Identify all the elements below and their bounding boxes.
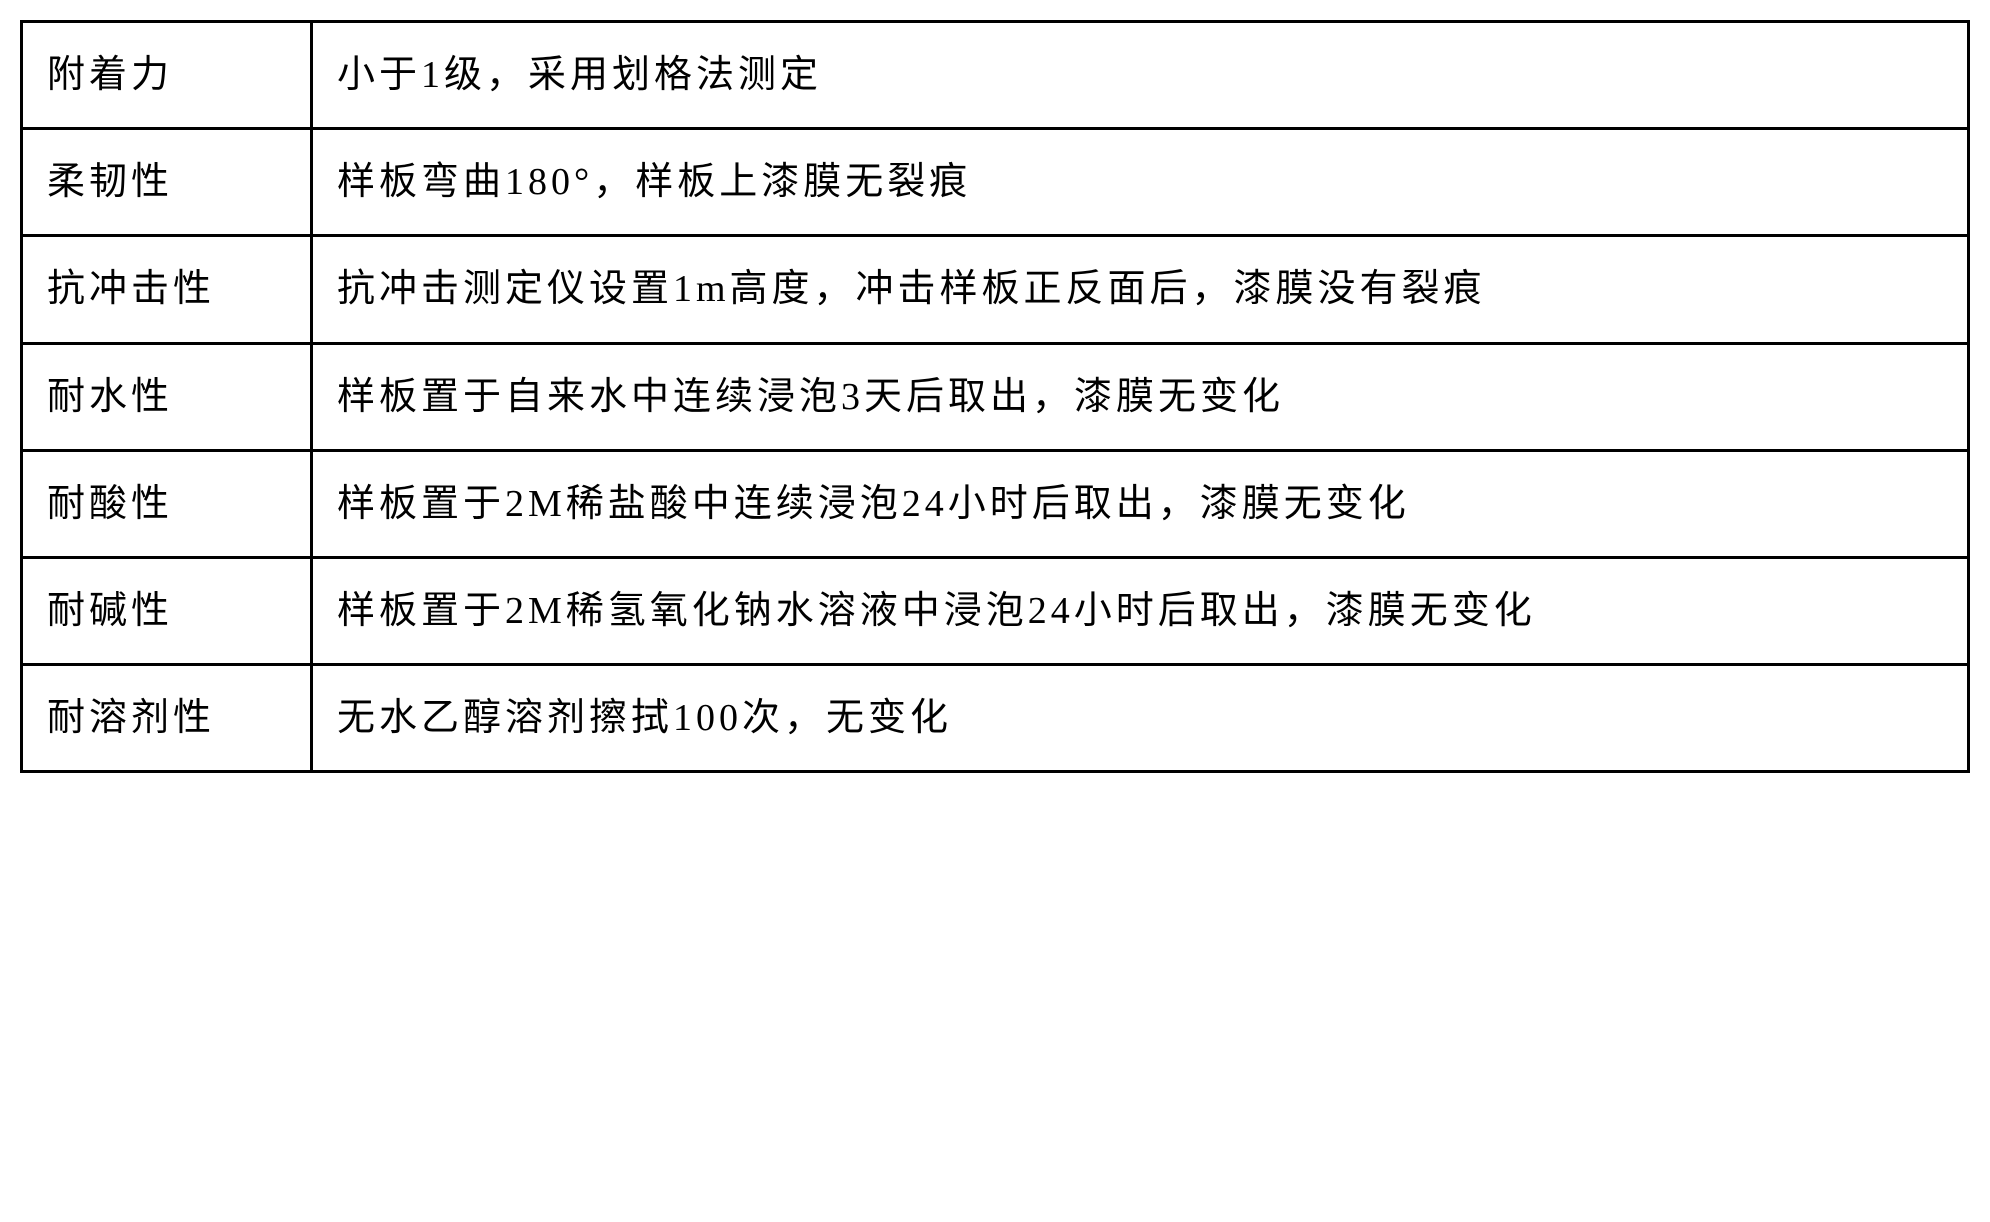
table-row: 附着力 小于1级，采用划格法测定 bbox=[22, 22, 1969, 129]
table-row: 抗冲击性 抗冲击测定仪设置1m高度，冲击样板正反面后，漆膜没有裂痕 bbox=[22, 236, 1969, 343]
row-label: 抗冲击性 bbox=[22, 236, 312, 343]
row-value: 样板置于2M稀氢氧化钠水溶液中浸泡24小时后取出，漆膜无变化 bbox=[312, 557, 1969, 664]
row-value: 抗冲击测定仪设置1m高度，冲击样板正反面后，漆膜没有裂痕 bbox=[312, 236, 1969, 343]
row-value: 无水乙醇溶剂擦拭100次，无变化 bbox=[312, 665, 1969, 772]
properties-table: 附着力 小于1级，采用划格法测定 柔韧性 样板弯曲180°，样板上漆膜无裂痕 抗… bbox=[20, 20, 1970, 773]
row-label: 耐碱性 bbox=[22, 557, 312, 664]
table-row: 耐碱性 样板置于2M稀氢氧化钠水溶液中浸泡24小时后取出，漆膜无变化 bbox=[22, 557, 1969, 664]
table-row: 耐酸性 样板置于2M稀盐酸中连续浸泡24小时后取出，漆膜无变化 bbox=[22, 450, 1969, 557]
row-label: 耐溶剂性 bbox=[22, 665, 312, 772]
table-body: 附着力 小于1级，采用划格法测定 柔韧性 样板弯曲180°，样板上漆膜无裂痕 抗… bbox=[22, 22, 1969, 772]
row-label: 附着力 bbox=[22, 22, 312, 129]
table-row: 耐溶剂性 无水乙醇溶剂擦拭100次，无变化 bbox=[22, 665, 1969, 772]
row-label: 耐水性 bbox=[22, 343, 312, 450]
table-row: 柔韧性 样板弯曲180°，样板上漆膜无裂痕 bbox=[22, 129, 1969, 236]
row-value: 样板置于自来水中连续浸泡3天后取出，漆膜无变化 bbox=[312, 343, 1969, 450]
row-label: 耐酸性 bbox=[22, 450, 312, 557]
row-value: 小于1级，采用划格法测定 bbox=[312, 22, 1969, 129]
row-value: 样板弯曲180°，样板上漆膜无裂痕 bbox=[312, 129, 1969, 236]
table-row: 耐水性 样板置于自来水中连续浸泡3天后取出，漆膜无变化 bbox=[22, 343, 1969, 450]
row-label: 柔韧性 bbox=[22, 129, 312, 236]
row-value: 样板置于2M稀盐酸中连续浸泡24小时后取出，漆膜无变化 bbox=[312, 450, 1969, 557]
